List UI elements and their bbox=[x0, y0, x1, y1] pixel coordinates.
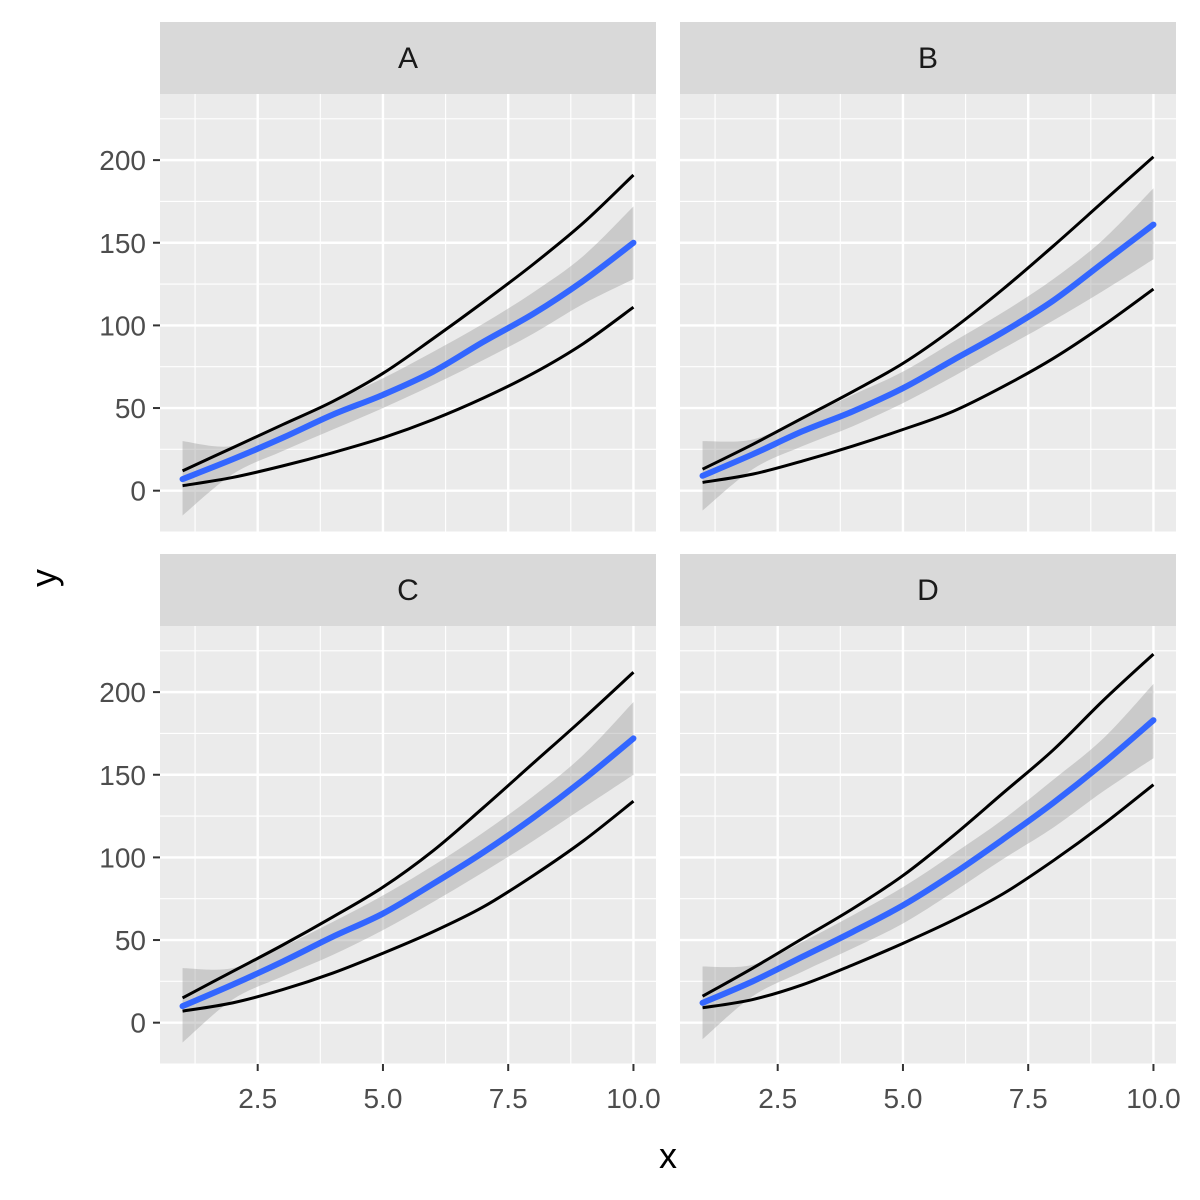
y-tick-label: 50 bbox=[115, 925, 146, 956]
facet-strip bbox=[680, 554, 1176, 626]
upper-bound-line bbox=[181, 671, 635, 1000]
facet-strip bbox=[160, 22, 656, 94]
x-axis-title: x bbox=[659, 1135, 677, 1176]
fit-line bbox=[699, 717, 1157, 1006]
x-tick-label: 10.0 bbox=[606, 1083, 661, 1114]
y-tick-label: 0 bbox=[130, 476, 146, 507]
upper-bound-line bbox=[181, 173, 635, 473]
x-tick-label: 2.5 bbox=[758, 1083, 797, 1114]
y-tick-label: 100 bbox=[99, 842, 146, 873]
facet-panel-A: A 0 50 100 150 200 bbox=[99, 22, 656, 533]
fit-line bbox=[179, 239, 637, 483]
lower-bound-line bbox=[702, 783, 1155, 1010]
facet-panel-D: D 2.5 5.0 7.5 10.0 bbox=[680, 554, 1181, 1114]
fit-line bbox=[179, 735, 637, 1010]
lower-bound-line bbox=[182, 800, 635, 1013]
confidence-ribbon bbox=[702, 188, 1154, 511]
x-tick-label: 5.0 bbox=[883, 1083, 922, 1114]
upper-bound-line bbox=[701, 652, 1155, 998]
facet-strip bbox=[160, 554, 656, 626]
y-tick-label: 200 bbox=[99, 145, 146, 176]
facet-strip-label: B bbox=[918, 42, 938, 75]
facet-strip bbox=[680, 22, 1176, 94]
y-tick-label: 150 bbox=[99, 228, 146, 259]
y-tick-label: 200 bbox=[99, 677, 146, 708]
facet-panel-C: C 0 50 100 150 200 2.5 5.0 7.5 10.0 bbox=[99, 554, 661, 1114]
y-axis-title: y bbox=[23, 569, 64, 587]
facet-panel-B: B bbox=[680, 22, 1176, 533]
x-tick-label: 7.5 bbox=[489, 1083, 528, 1114]
x-tick-label: 2.5 bbox=[238, 1083, 277, 1114]
lower-bound-line bbox=[182, 306, 635, 488]
x-tick-label: 10.0 bbox=[1126, 1083, 1181, 1114]
panel-background bbox=[680, 94, 1176, 532]
y-tick-label: 0 bbox=[130, 1008, 146, 1039]
facet-strip-label: A bbox=[398, 42, 418, 75]
panels: A 0 50 100 150 200 B C 0 50 100 150 200 2.5 5.0 7.5 10.0… bbox=[99, 22, 1181, 1114]
y-tick-label: 50 bbox=[115, 393, 146, 424]
y-tick-label: 100 bbox=[99, 310, 146, 341]
y-tick-label: 150 bbox=[99, 760, 146, 791]
facet-strip-label: D bbox=[917, 574, 939, 607]
panel-background bbox=[160, 626, 656, 1064]
lower-bound-line bbox=[702, 287, 1155, 484]
panel-background bbox=[680, 626, 1176, 1064]
upper-bound-line bbox=[701, 155, 1155, 471]
panel-background bbox=[160, 94, 656, 532]
fit-line bbox=[699, 221, 1157, 479]
facet-strip-label: C bbox=[397, 574, 419, 607]
x-tick-label: 5.0 bbox=[363, 1083, 402, 1114]
confidence-ribbon bbox=[182, 206, 634, 516]
x-tick-label: 7.5 bbox=[1009, 1083, 1048, 1114]
